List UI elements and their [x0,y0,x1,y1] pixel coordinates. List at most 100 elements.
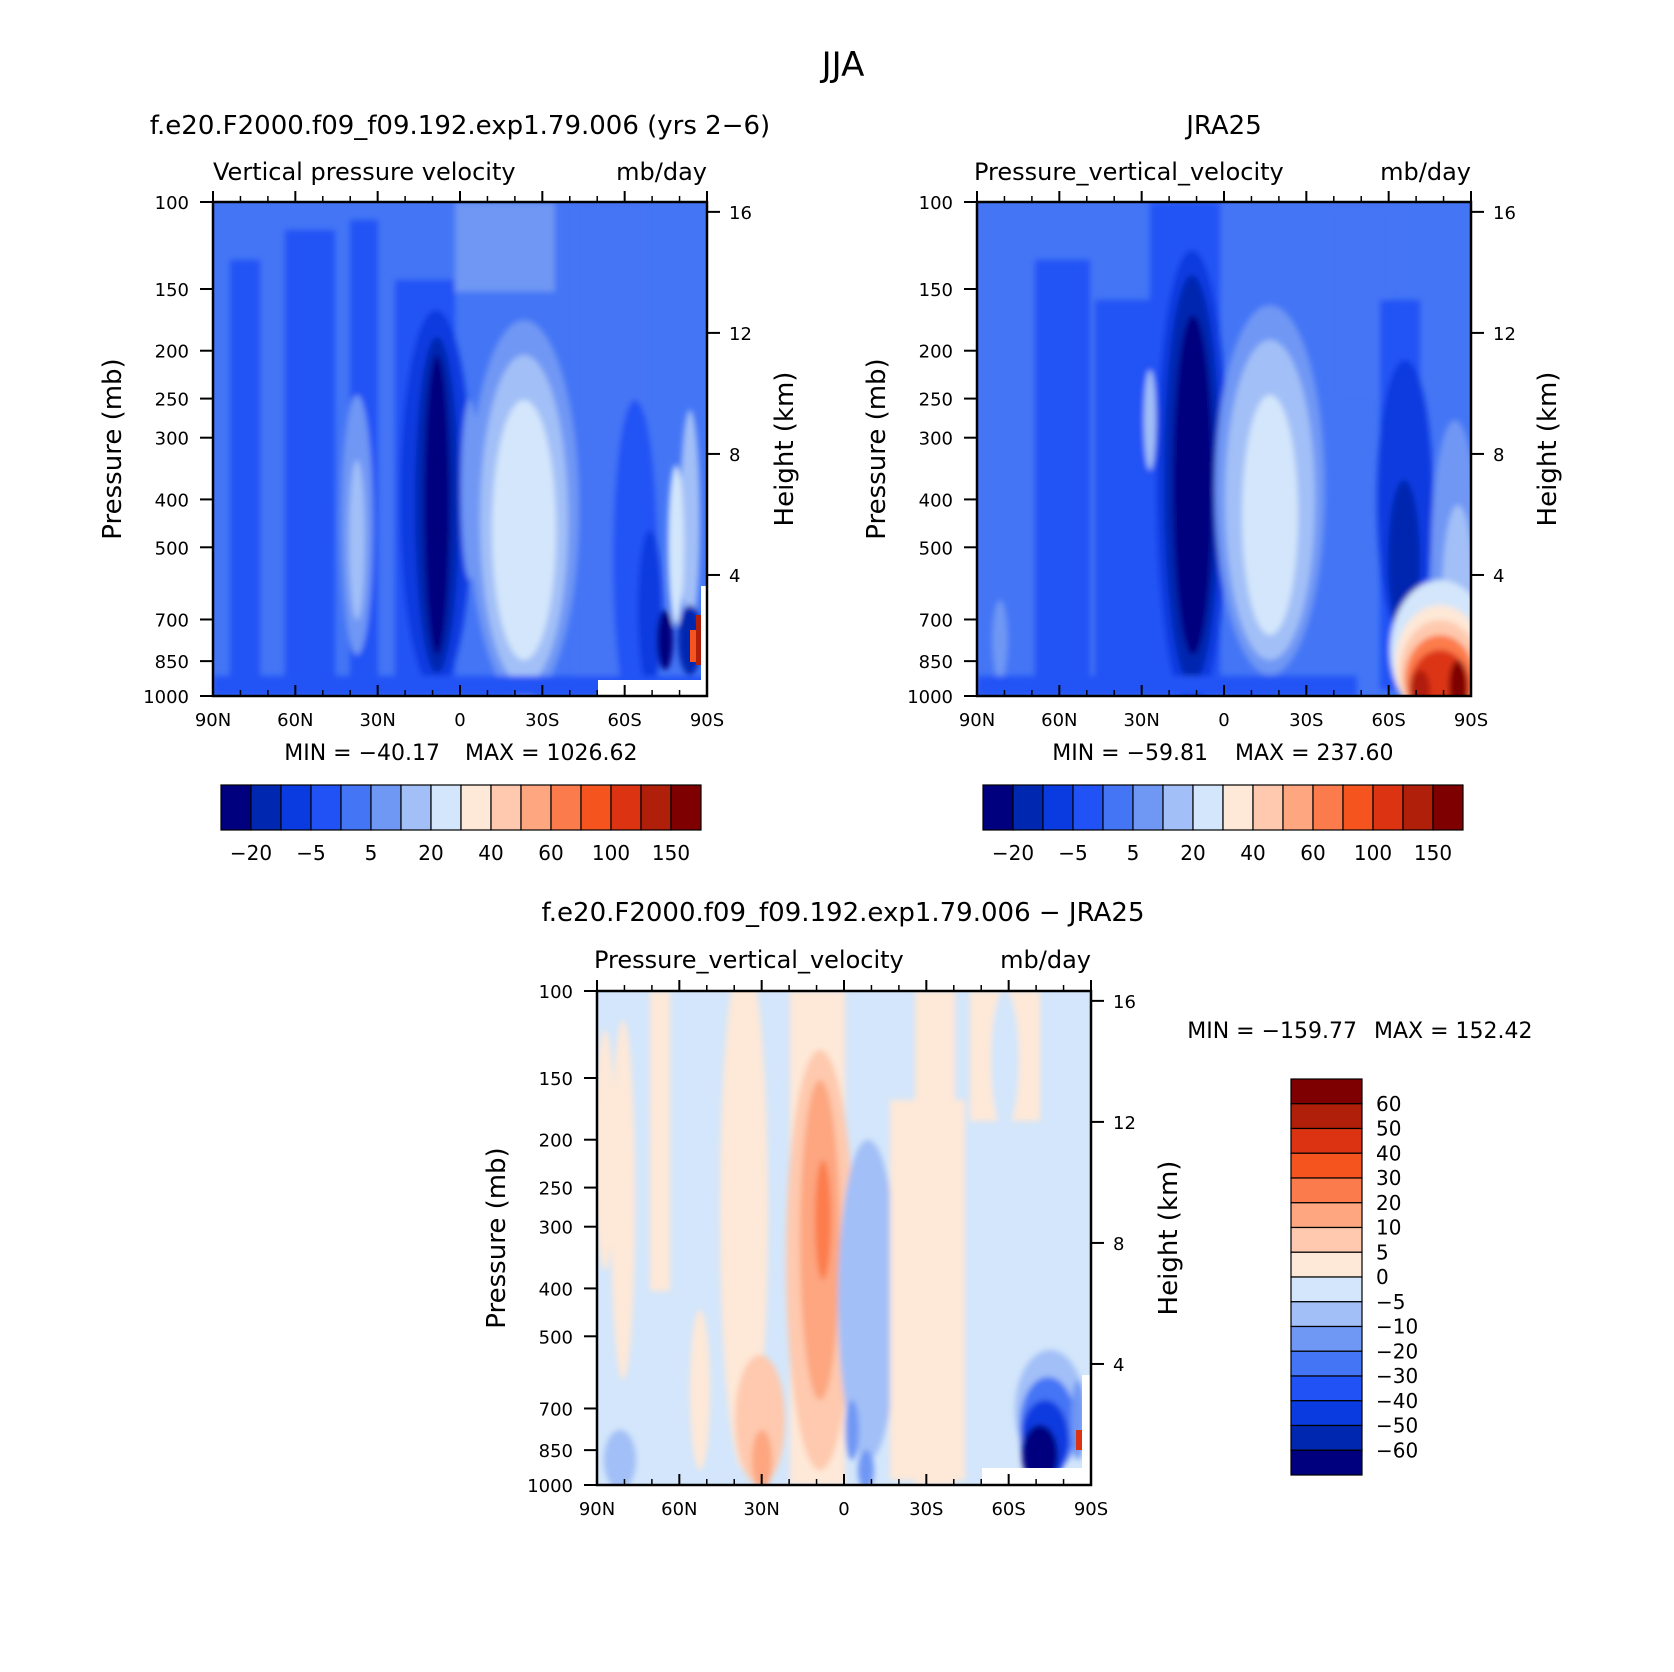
colorbar-label: 0 [1376,1265,1389,1289]
y-tick-right-label: 8 [729,445,740,466]
colorbar-box [550,784,582,831]
colorbar-box [1290,1276,1363,1303]
colorbar-label: 5 [1127,841,1140,865]
y-tick-right-label: 4 [729,566,740,587]
max-label: MAX = 152.42 [1374,1019,1533,1044]
y-tick-label: 200 [919,342,953,363]
colorbar-box [1372,784,1404,831]
colorbar-box [982,784,1014,831]
x-tick-label: 0 [838,1499,849,1520]
colorbar-box [1290,1350,1363,1377]
colorbar-label: −20 [992,841,1034,865]
x-tick-label: 30S [909,1499,943,1520]
colorbar-label: 60 [1376,1092,1401,1116]
contour-band [650,991,670,1291]
y-tick-label: 100 [539,982,573,1003]
x-tick-label: 30N [743,1499,779,1520]
y-tick-label: 250 [919,390,953,411]
contour-band [735,1355,785,1485]
y-tick-label: 100 [155,193,189,214]
colorbar-box [580,784,612,831]
colorbar-label: 150 [652,841,690,865]
contour-band [991,991,1019,1130]
contour-band [604,1430,636,1485]
x-tick-label: 60N [1041,710,1077,731]
y-tick-label: 850 [919,652,953,673]
colorbar-label: 150 [1414,841,1452,865]
contour-band [890,1100,965,1480]
x-tick-label: 60N [277,710,313,731]
colorbar-box [1290,1202,1363,1229]
colorbar-box [310,784,342,831]
min-label: MIN = −40.17 [284,741,440,766]
y-tick-right-label: 4 [1113,1355,1124,1376]
colorbar-label: −10 [1376,1315,1418,1339]
x-tick-label: 90S [690,710,724,731]
colorbar-box [1312,784,1344,831]
colorbar-box [1290,1127,1363,1154]
y-tick-label: 400 [919,490,953,511]
colorbar-box [1290,1078,1363,1105]
contour-band [1144,370,1156,470]
axes: 90N 60N 30N 0 30S 60S 90S 100 150 200 250 300 400 500… [907,191,1516,731]
y-tick-label: 500 [539,1327,573,1348]
colorbar-label: 10 [1376,1216,1401,1240]
contour-band [1410,670,1430,696]
contour-band [611,1020,635,1380]
contour-band [1076,1430,1082,1450]
colorbar-box [1290,1152,1363,1179]
colorbar-label: 50 [1376,1117,1401,1141]
y-tick-label: 200 [155,342,189,363]
max-label: MAX = 237.60 [1235,741,1394,766]
colorbar-box [610,784,642,831]
colorbar-box [1290,1400,1363,1427]
colorbar-box [220,784,252,831]
colorbar-box [1012,784,1044,831]
contour-band [638,530,662,690]
x-tick-label: 30N [1123,710,1159,731]
x-tick-label: 0 [454,710,465,731]
colorbar-box [1290,1449,1363,1476]
colorbar-box [1042,784,1074,831]
colorbar-label: 20 [1180,841,1205,865]
y-tick-right-label: 8 [1493,445,1504,466]
colorbar-label: 5 [365,841,378,865]
contour-band [597,1030,615,1270]
x-tick-label: 60N [661,1499,697,1520]
colorbar-label: −40 [1376,1389,1418,1413]
y-tick-label: 150 [919,280,953,301]
contour-band [492,400,556,660]
y-axis-label-right: Height (km) [1533,372,1563,527]
y-tick-right-label: 16 [1493,203,1516,224]
colorbar-label: −5 [296,841,325,865]
colorbar-box [1282,784,1314,831]
colorbar-box [1290,1424,1363,1451]
contour-band [285,230,335,690]
colorbar-box [370,784,402,831]
y-tick-right-label: 16 [1113,992,1136,1013]
y-axis-label: Pressure (mb) [862,358,892,539]
contour-band [1449,660,1467,696]
contour-band [1242,395,1298,635]
y-axis-label: Pressure (mb) [482,1147,512,1328]
x-tick-label: 90S [1454,710,1488,731]
y-axis-label-right: Height (km) [770,372,800,527]
colorbar-box [1252,784,1284,831]
contour-field [597,991,1091,1485]
colorbar-box [400,784,432,831]
colorbar-label: 100 [1354,841,1392,865]
colorbar-box [670,784,702,831]
colorbar-label: 60 [1300,841,1325,865]
y-tick-label: 400 [155,490,189,511]
colorbar-label: 40 [1240,841,1265,865]
contour-band [696,615,701,665]
missing-data [701,586,707,696]
colorbar-box [1290,1251,1363,1278]
y-tick-right-label: 4 [1493,566,1504,587]
max-label: MAX = 1026.62 [465,741,638,766]
y-tick-label: 1000 [907,687,953,708]
colorbar-box [340,784,372,831]
y-tick-label: 700 [919,610,953,631]
